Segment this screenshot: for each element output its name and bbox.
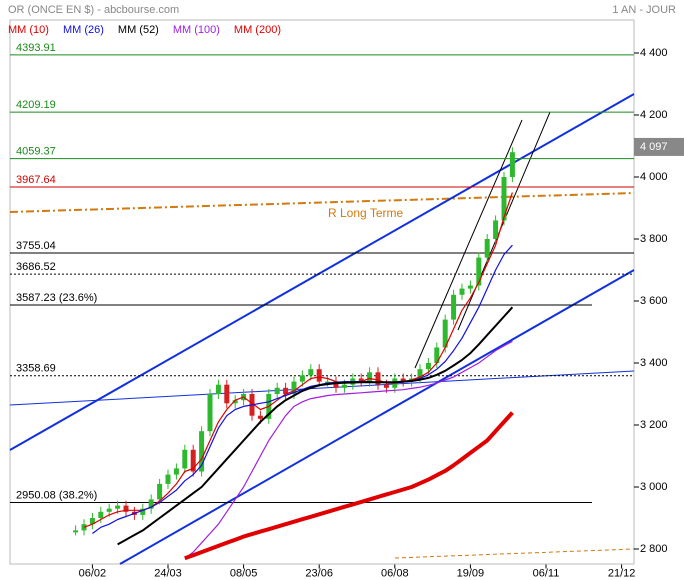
price-candle	[182, 449, 188, 469]
price-candle	[341, 384, 347, 388]
price-candle	[493, 220, 499, 239]
price-candle	[283, 387, 289, 394]
price-candle	[308, 369, 314, 376]
legend-entry: MM (52)	[118, 24, 159, 36]
chart-title: OR (ONCE EN $) - abcbourse.com	[8, 4, 179, 16]
price-candle	[501, 177, 507, 221]
price-candle	[81, 524, 87, 531]
price-candle	[215, 384, 221, 394]
last-price-label: 4 097	[640, 141, 668, 153]
y-tick-label: 3 000	[640, 481, 668, 493]
price-candle	[425, 363, 431, 370]
price-candle	[333, 381, 339, 388]
price-candle	[509, 152, 515, 177]
level-label: 4209.19	[16, 99, 56, 111]
price-candle	[106, 508, 112, 512]
price-candle	[459, 288, 465, 295]
y-tick-label: 3 200	[640, 419, 668, 431]
x-tick-label: 21/12	[608, 567, 636, 579]
period: 1 AN - JOUR	[612, 4, 676, 16]
price-candle	[73, 530, 79, 533]
price-candle	[375, 372, 381, 385]
x-tick-label: 08/05	[230, 567, 258, 579]
price-candle	[123, 505, 129, 512]
x-tick-label: 06/08	[381, 567, 409, 579]
price-candle	[316, 369, 322, 382]
x-tick-label: 19/09	[457, 567, 485, 579]
price-candle	[484, 239, 490, 258]
moving-average	[117, 306, 514, 546]
price-candle	[207, 394, 213, 432]
price-candle	[157, 483, 163, 500]
price-candle	[417, 369, 423, 379]
legend-entry: MM (10)	[8, 24, 49, 36]
price-candle	[199, 431, 205, 472]
price-candle	[190, 449, 196, 472]
x-tick-label: 23/06	[305, 567, 333, 579]
y-tick-label: 3 800	[640, 233, 668, 245]
price-candle	[291, 381, 297, 394]
trend-line	[414, 119, 523, 369]
y-tick-label: 3 400	[640, 357, 668, 369]
moving-average	[184, 340, 513, 559]
price-candle	[434, 347, 440, 363]
x-tick-label: 06/02	[79, 567, 107, 579]
price-candle	[257, 415, 263, 419]
price-candle	[299, 375, 305, 382]
price-candle	[274, 387, 280, 394]
price-candle	[367, 372, 373, 382]
price-candle	[224, 384, 230, 404]
price-candle	[98, 511, 104, 518]
level-label: 3967.64	[16, 174, 56, 186]
price-candle	[476, 257, 482, 286]
y-tick-label: 4 000	[640, 171, 668, 183]
price-candle	[232, 400, 238, 404]
price-candle	[400, 378, 406, 382]
last-price-box	[634, 137, 684, 156]
legend-entry: MM (200)	[234, 24, 281, 36]
level-label: 4059.37	[16, 146, 56, 158]
price-candle	[173, 468, 179, 475]
level-label: 3587.23 (23.6%)	[16, 292, 97, 304]
price-candle	[451, 294, 457, 320]
level-label: 4393.91	[16, 42, 56, 54]
level-label: 3686.52	[16, 261, 56, 273]
trend-line	[394, 548, 635, 559]
plot-frame	[9, 19, 635, 565]
channel-line	[9, 93, 635, 451]
moving-average	[184, 411, 514, 561]
price-candle	[358, 378, 364, 382]
y-tick-label: 4 400	[640, 47, 668, 59]
moving-average	[92, 244, 513, 534]
price-candle	[115, 505, 121, 509]
y-tick-label: 2 800	[640, 543, 668, 555]
moving-average	[83, 192, 513, 528]
y-tick-label: 4 200	[640, 109, 668, 121]
trend-line	[9, 370, 635, 406]
price-candle	[383, 384, 389, 388]
level-label: 2950.08 (38.2%)	[16, 489, 97, 501]
price-candle	[89, 518, 95, 525]
y-tick-label: 3 600	[640, 295, 668, 307]
level-label: 3755.04	[16, 240, 56, 252]
annotation: R Long Terme	[328, 206, 403, 220]
price-candle	[140, 508, 146, 515]
x-tick-label: 06/11	[533, 567, 560, 579]
legend-entry: MM (100)	[173, 24, 220, 36]
channel-line	[119, 269, 635, 565]
price-candle	[148, 499, 154, 509]
x-tick-label: 24/03	[154, 567, 182, 579]
price-candle	[165, 474, 171, 484]
legend-entry: MM (26)	[63, 24, 104, 36]
price-candle	[467, 285, 473, 289]
level-label: 3358.69	[16, 363, 56, 375]
price-candle	[442, 319, 448, 348]
